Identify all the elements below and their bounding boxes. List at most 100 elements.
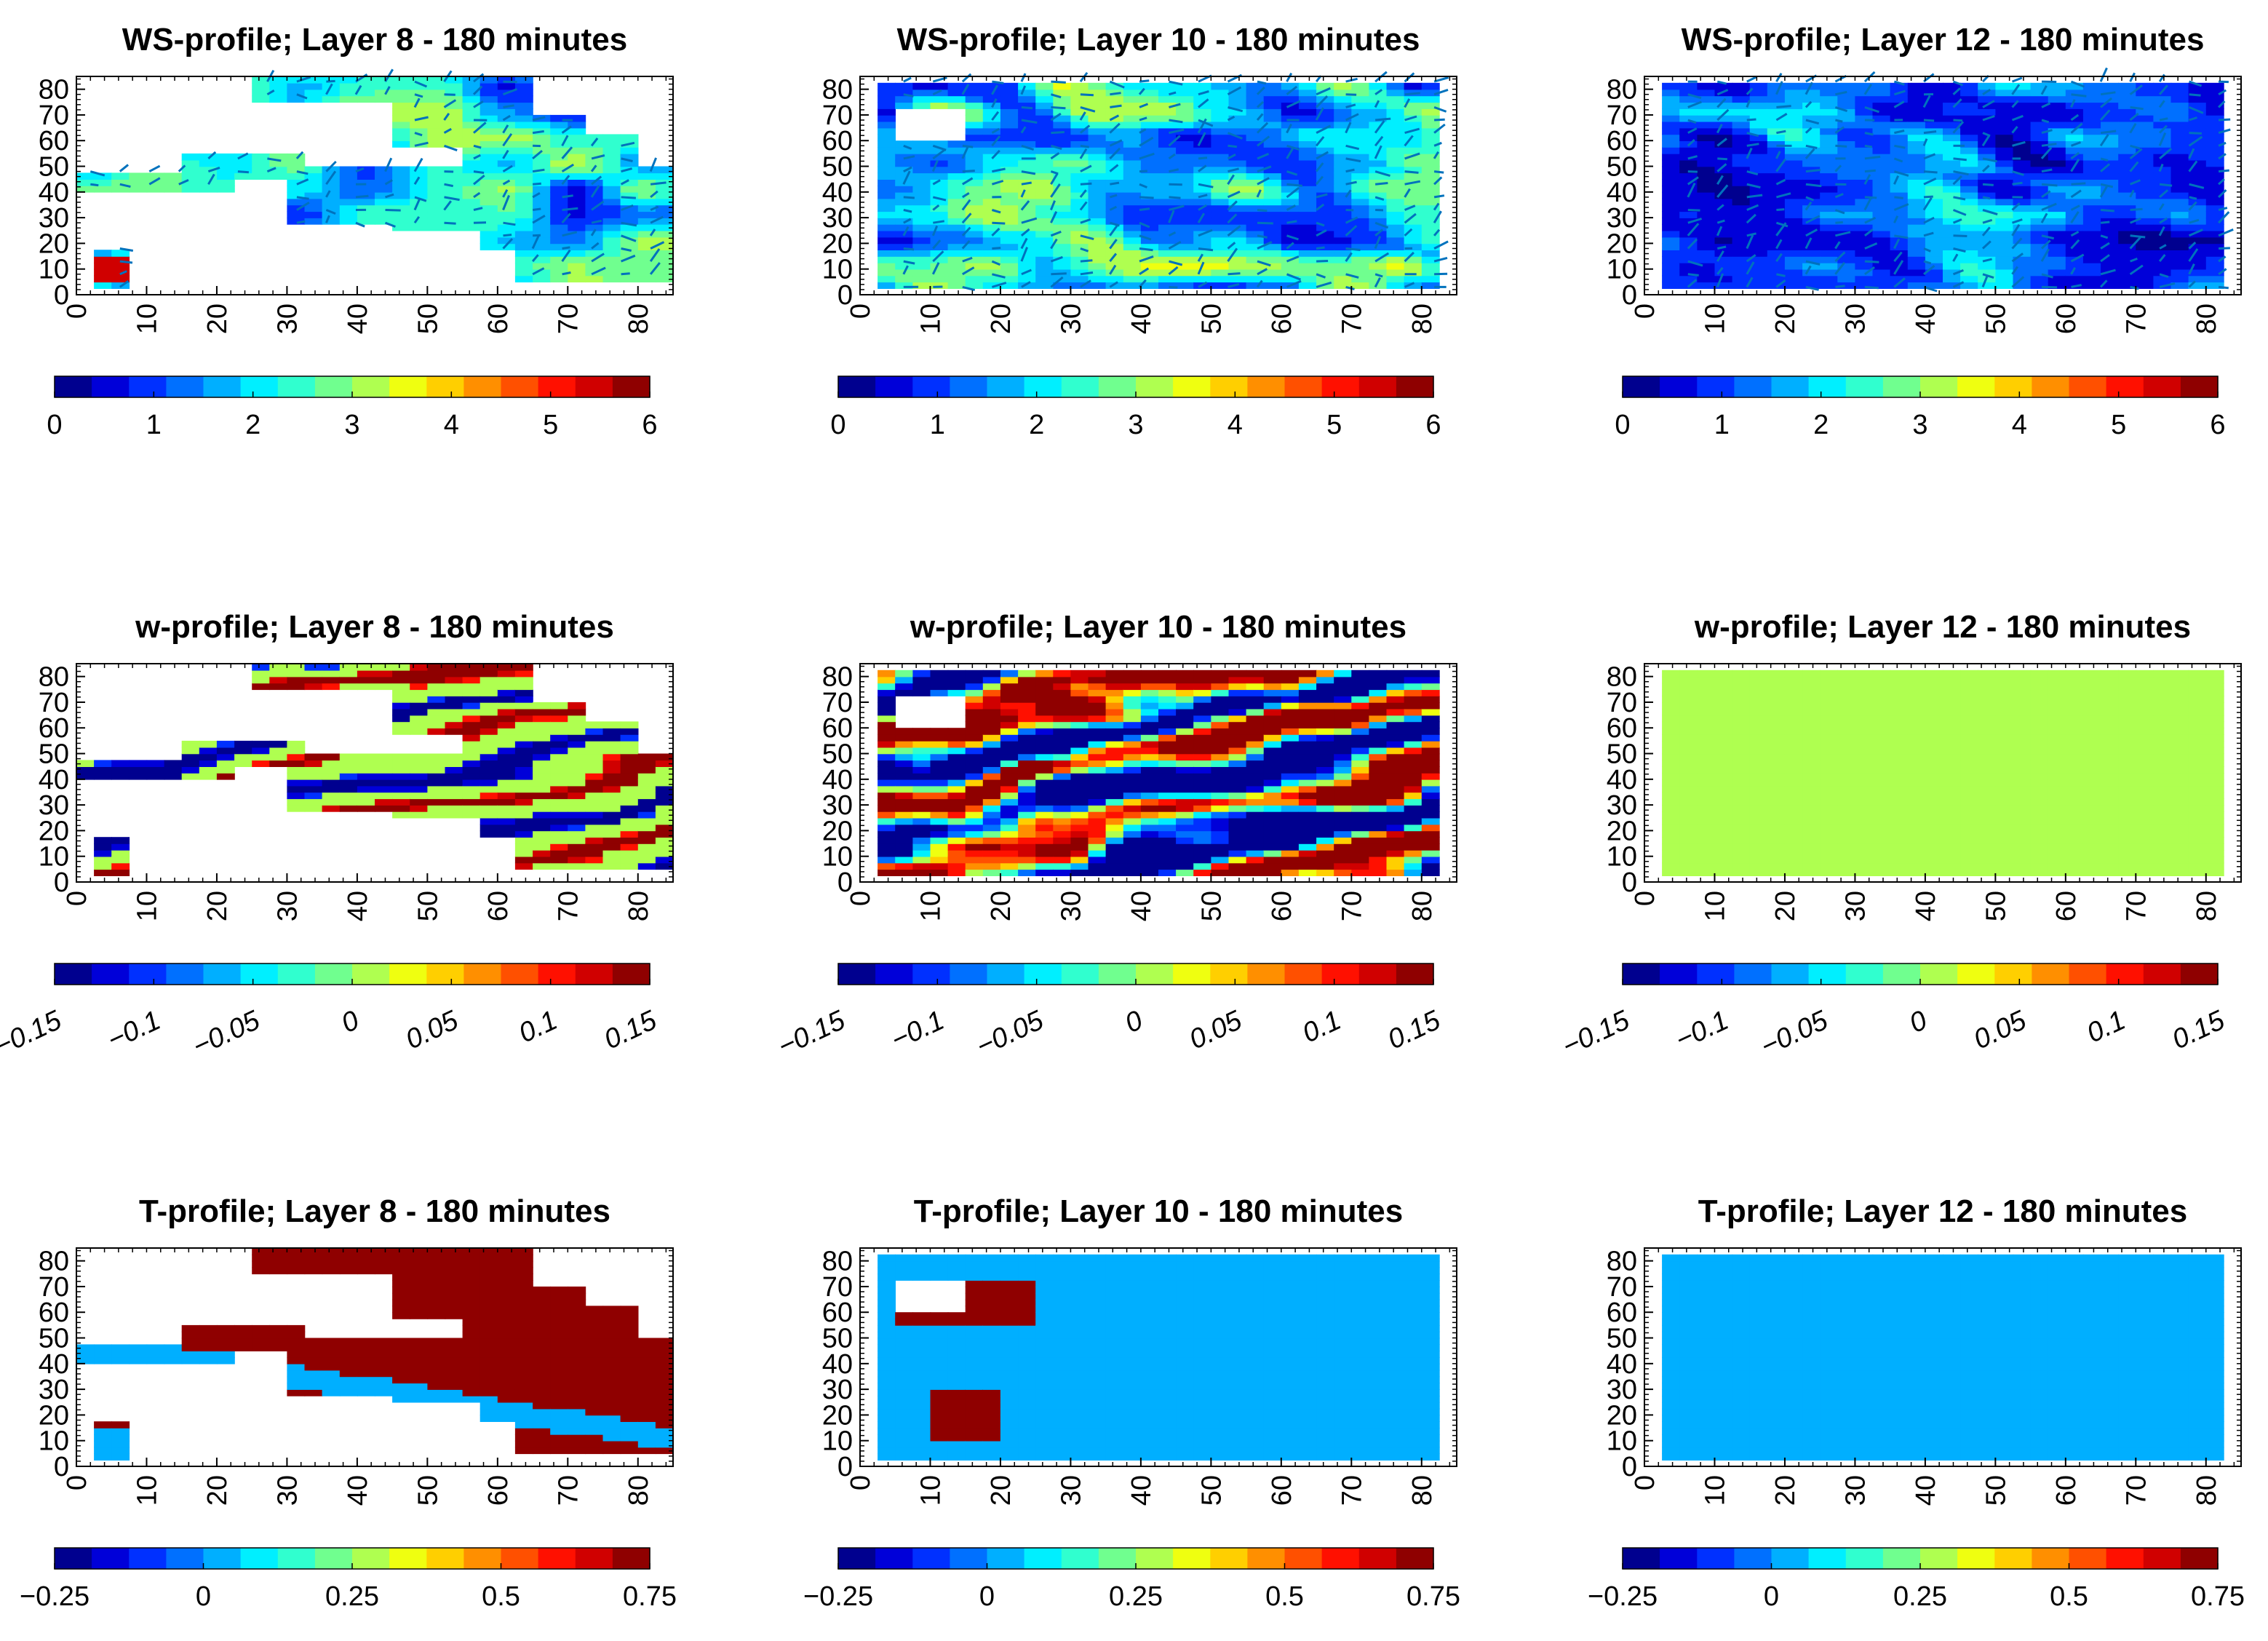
heat-cell	[497, 747, 516, 755]
heat-cell	[1298, 114, 1317, 122]
heat-cell	[1000, 102, 1019, 109]
heat-cell	[533, 792, 551, 800]
heat-cell	[514, 95, 533, 103]
heat-cell	[585, 843, 604, 851]
heat-cell	[480, 766, 498, 774]
heat-cell	[375, 211, 393, 218]
wind-vector	[1404, 98, 1411, 108]
wind-vector	[1109, 221, 1120, 227]
heat-cell	[252, 172, 271, 180]
heat-cell	[895, 805, 914, 812]
heat-cell	[878, 282, 896, 289]
colorbar-tick-label: 6	[642, 410, 657, 440]
heat-cell	[339, 172, 358, 180]
wind-vector	[2100, 130, 2117, 135]
wind-vector	[1716, 219, 1725, 224]
heat-cell	[602, 237, 621, 245]
heat-cell	[1907, 114, 1926, 122]
heat-cell	[620, 218, 639, 225]
heat-cell	[1263, 82, 1282, 90]
heat-cell	[1995, 102, 2014, 109]
heat-cell	[1105, 121, 1124, 129]
heat-cell	[1000, 223, 1019, 231]
wind-vector	[1864, 242, 1878, 250]
heat-cell	[2013, 256, 2032, 263]
heat-cell	[1404, 204, 1423, 212]
colorbar-tick-label: 0.1	[514, 1005, 562, 1049]
wind-vector	[931, 225, 939, 237]
heat-cell	[1960, 89, 1978, 97]
heat-cell	[514, 218, 533, 225]
heat-cell	[480, 82, 498, 90]
heat-cell	[2205, 121, 2224, 129]
heat-cell	[2118, 211, 2137, 218]
heat-cell	[1088, 275, 1107, 283]
heat-cell	[1298, 211, 1317, 218]
heat-cell	[930, 747, 949, 755]
heat-cell	[445, 186, 463, 193]
heat-cell	[1714, 275, 1733, 283]
heat-cell	[287, 740, 306, 748]
heat-cell	[1228, 256, 1247, 263]
heat-cell	[462, 76, 481, 84]
heat-cell	[1907, 230, 1926, 238]
heat-cell	[655, 792, 674, 800]
heat-cell	[2188, 114, 2207, 122]
heat-cell	[912, 856, 931, 864]
heat-cell	[1140, 166, 1159, 174]
colorbar-tick-label: 5	[2111, 410, 2126, 440]
heat-cell	[533, 773, 551, 780]
heat-cell	[550, 147, 569, 154]
heat-cell	[445, 708, 463, 716]
heat-cell	[930, 179, 949, 186]
wind-vector	[1227, 153, 1236, 160]
wind-vector	[1746, 87, 1754, 95]
heat-cell	[550, 114, 569, 122]
heat-cell	[497, 127, 516, 135]
heat-cell	[2205, 218, 2224, 225]
wind-vector	[385, 193, 394, 199]
heat-cell	[216, 166, 235, 174]
heat-cell	[199, 740, 218, 748]
heat-cell	[1105, 172, 1124, 180]
heat-cell	[462, 760, 481, 767]
heat-cell	[878, 82, 896, 90]
heat-cell	[1662, 237, 1680, 245]
heat-cell	[550, 204, 569, 212]
heat-cell	[1802, 179, 1821, 186]
heat-cell	[1907, 102, 1926, 109]
colorbar-swatch	[2180, 376, 2219, 397]
heat-cell	[1386, 262, 1405, 270]
heat-cell	[602, 753, 621, 761]
heat-cell	[585, 766, 604, 774]
heat-cell	[462, 121, 481, 129]
heat-cell	[585, 275, 604, 283]
heat-cell	[1386, 127, 1405, 135]
heat-cell	[1316, 211, 1334, 218]
heat-cell	[445, 779, 463, 787]
wind-vector	[1198, 156, 1208, 160]
heat-cell	[1732, 166, 1751, 174]
heat-cell	[1662, 159, 1680, 167]
heat-cell	[1820, 256, 1839, 263]
heat-cell	[2082, 140, 2101, 148]
wind-vector	[932, 179, 941, 186]
heat-cell	[181, 773, 200, 780]
wind-vector	[444, 196, 460, 202]
heat-cell	[1732, 89, 1751, 97]
heat-cell	[2188, 223, 2207, 231]
heat-cell	[1369, 269, 1388, 277]
heat-cell	[2101, 186, 2119, 193]
heat-cell	[339, 664, 358, 671]
heat-cell	[1732, 191, 1751, 199]
heat-cell	[982, 147, 1001, 154]
wind-vector	[1169, 183, 1182, 186]
heat-cell	[287, 211, 306, 218]
heat-cell	[392, 715, 410, 723]
heat-cell	[655, 256, 674, 263]
heat-cell	[947, 95, 966, 103]
heat-cell	[1995, 275, 2014, 283]
wind-vector	[1953, 170, 1969, 176]
wind-vector	[1716, 184, 1729, 198]
heat-cell	[585, 134, 604, 141]
